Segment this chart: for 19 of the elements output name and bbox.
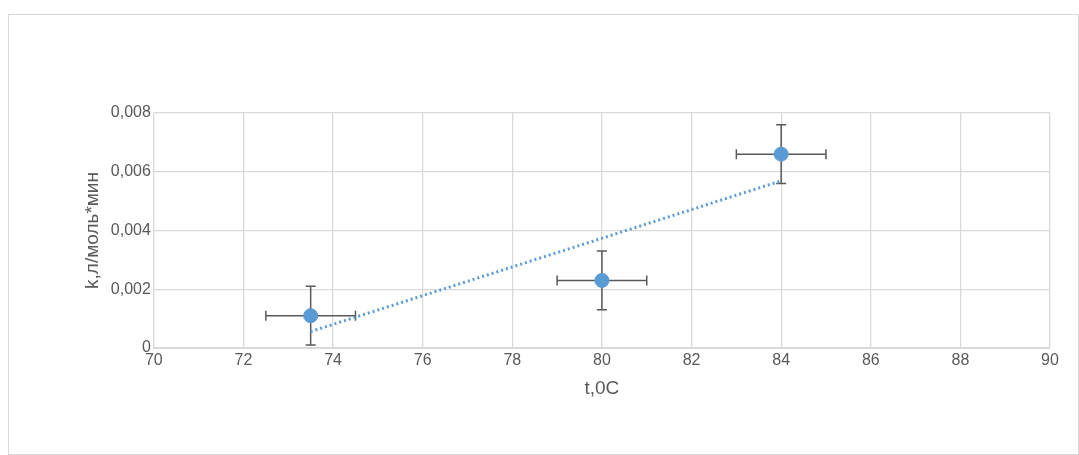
y-axis-title: k,л/моль*мин — [80, 172, 102, 289]
x-axis-title: t,0C — [584, 376, 620, 398]
x-tick-label: 80 — [593, 351, 611, 369]
y-tick-label: 0,008 — [110, 103, 151, 121]
x-tick-label: 82 — [682, 351, 701, 369]
x-tick-label: 88 — [951, 351, 970, 369]
x-tick-label: 84 — [772, 351, 791, 369]
x-tick-label: 72 — [234, 351, 253, 369]
point — [303, 308, 319, 324]
x-tick-label: 90 — [1041, 351, 1059, 369]
x-tick-label: 86 — [861, 351, 880, 369]
point — [594, 272, 610, 288]
x-tick-label: 78 — [503, 351, 522, 369]
point — [773, 146, 789, 162]
x-tick-label: 74 — [324, 351, 343, 369]
y-tick-label: 0,004 — [110, 220, 151, 238]
y-tick-label: 0,002 — [110, 279, 151, 297]
y-tick-label: 0,006 — [110, 162, 151, 180]
x-tick-label: 76 — [413, 351, 432, 369]
